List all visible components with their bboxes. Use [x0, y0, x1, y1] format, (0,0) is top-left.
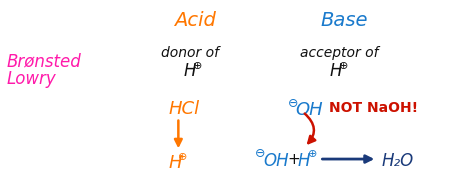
Text: OH: OH: [263, 152, 289, 170]
Text: Lowry: Lowry: [6, 70, 56, 88]
Text: acceptor of: acceptor of: [300, 46, 379, 60]
Text: ⊕: ⊕: [308, 149, 317, 159]
Text: ⊖: ⊖: [288, 97, 298, 110]
Text: H: H: [183, 63, 196, 81]
Text: +: +: [288, 152, 301, 167]
Text: H: H: [298, 152, 310, 170]
Text: H₂O: H₂O: [381, 152, 413, 170]
Text: NOT NaOH!: NOT NaOH!: [329, 101, 419, 115]
Text: OH: OH: [296, 101, 323, 119]
Text: ⊕: ⊕: [178, 152, 188, 162]
Text: ⊖: ⊖: [255, 147, 265, 160]
Text: H: H: [329, 63, 342, 81]
Text: ⊕: ⊕: [193, 60, 202, 70]
Text: Acid: Acid: [174, 11, 216, 30]
FancyArrowPatch shape: [305, 114, 315, 143]
Text: Brønsted: Brønsted: [6, 53, 81, 71]
Text: ⊕: ⊕: [339, 60, 349, 70]
Text: HCl: HCl: [168, 100, 200, 118]
Text: Base: Base: [320, 11, 368, 30]
Text: H: H: [168, 154, 182, 172]
Text: donor of: donor of: [161, 46, 219, 60]
